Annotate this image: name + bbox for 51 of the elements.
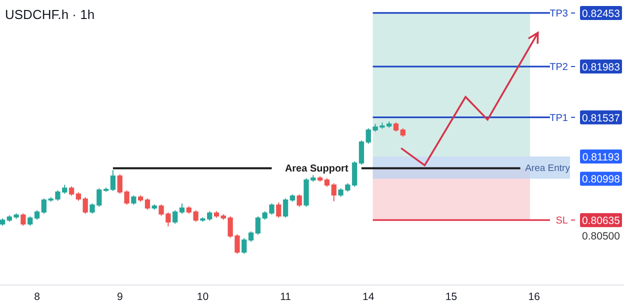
candlestick — [276, 202, 282, 218]
candlestick — [324, 178, 330, 188]
x-tick-label: 11 — [280, 291, 292, 303]
candlestick — [0, 218, 6, 226]
candlestick — [144, 198, 150, 210]
ref-line-label: TP2 — [550, 62, 568, 74]
ref-line-label: TP3 — [550, 8, 568, 20]
y-tick-label: 0.81983 — [582, 62, 620, 74]
candlestick — [110, 170, 116, 192]
ref-line-label: SL — [556, 216, 568, 227]
candlestick — [41, 198, 46, 214]
candlestick — [393, 122, 399, 132]
candlestick — [282, 198, 288, 218]
band-label: Area Entry — [525, 163, 570, 174]
candlestick — [103, 187, 109, 192]
candlestick — [331, 182, 336, 202]
y-tick-label: 0.82453 — [582, 8, 620, 20]
x-tick-label: 16 — [528, 291, 540, 303]
candlestick — [255, 216, 261, 236]
candlestick — [317, 176, 323, 182]
candlestick — [358, 140, 364, 166]
candlestick — [28, 216, 33, 226]
candlestick — [34, 210, 40, 220]
y-tick-label: 0.80635 — [582, 215, 620, 228]
y-tick-label: 0.81193 — [582, 152, 620, 164]
y-tick-label: 0.80500 — [582, 230, 620, 242]
candlestick — [179, 203, 185, 214]
ref-line-label: TP1 — [550, 112, 568, 124]
y-tick-label: 0.81537 — [582, 112, 620, 124]
candlestick — [82, 196, 88, 214]
candlestick — [248, 230, 254, 242]
series-label: Area Support — [284, 164, 349, 175]
candlestick — [172, 210, 178, 224]
text: USDCHF.h · 1h — [5, 7, 95, 22]
x-tick-label: 9 — [116, 291, 123, 303]
candlestick — [138, 194, 144, 202]
candlestick — [400, 128, 406, 138]
x-tick-label: 15 — [445, 291, 458, 303]
candlestick — [290, 194, 296, 202]
x-tick-label: 14 — [362, 291, 374, 303]
candlestick — [131, 194, 136, 206]
candlestick — [152, 204, 157, 210]
candlestick — [242, 238, 247, 254]
candlestick — [296, 194, 302, 208]
candlestick — [68, 186, 74, 196]
y-tick-label: 0.80998 — [582, 174, 620, 186]
candlestick — [76, 192, 82, 202]
candlestick — [20, 212, 26, 226]
candlestick — [214, 210, 220, 218]
x-tick-label: 10 — [196, 291, 209, 303]
x-tick-label: 8 — [34, 291, 40, 303]
